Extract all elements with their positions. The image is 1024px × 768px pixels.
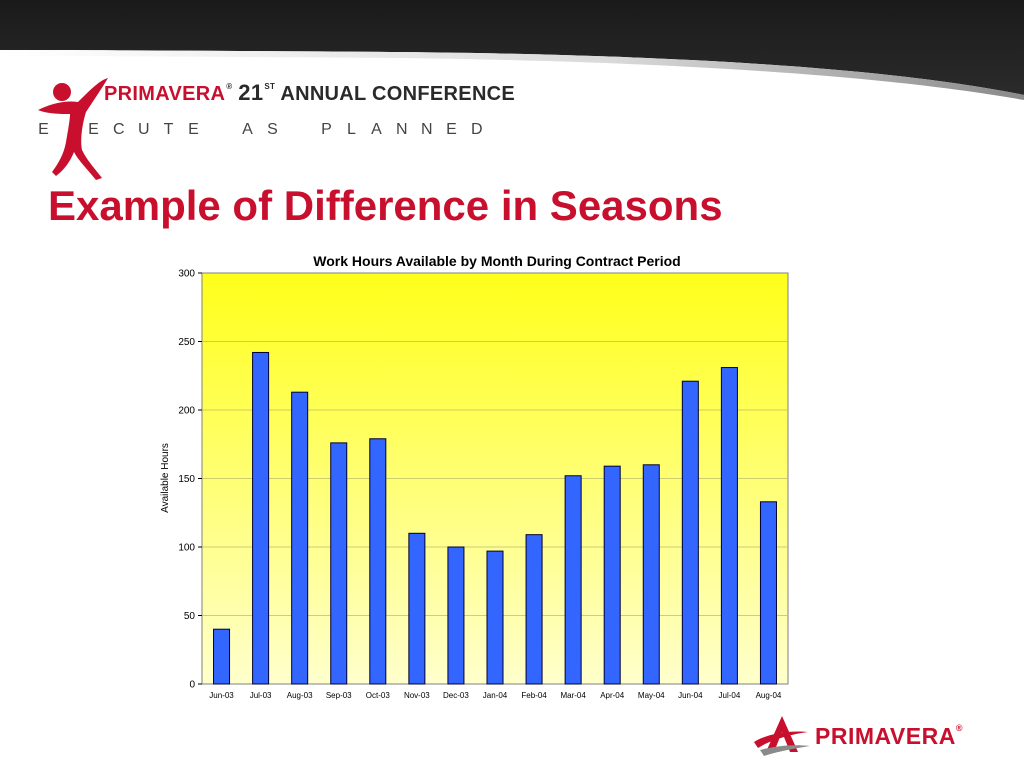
bar-jul-03 <box>252 351 270 685</box>
tagline-letter: E <box>38 121 50 138</box>
x-tick-label: Oct-03 <box>366 691 391 700</box>
tagline-letter: S <box>267 121 279 138</box>
bar-aug-04 <box>759 501 777 685</box>
bar-sep-03 <box>330 442 348 685</box>
edition-suffix: ST <box>264 82 276 91</box>
bar-aug-03 <box>291 391 309 685</box>
x-tick-label: Mar-04 <box>560 691 586 700</box>
bar-jul-04 <box>720 367 738 685</box>
tagline-letter: A <box>242 121 254 138</box>
y-tick-label: 0 <box>189 680 195 691</box>
tagline-letter: N <box>421 121 434 138</box>
y-tick-label: 100 <box>178 543 195 554</box>
edition-number: 21 <box>238 80 264 105</box>
conference-label: ANNUAL CONFERENCE <box>280 83 516 105</box>
tagline-letter: E <box>188 121 200 138</box>
tagline-letter: E <box>446 121 458 138</box>
bar-may-04 <box>642 464 660 685</box>
conference-title: PRIMAVERA® 21ST ANNUAL CONFERENCE <box>104 80 515 106</box>
x-tick-label: Jul-03 <box>250 691 272 700</box>
x-tick-label: Jun-03 <box>209 691 234 700</box>
x-tick-label: Apr-04 <box>600 691 625 700</box>
x-tick-label: Aug-04 <box>756 691 782 700</box>
chart-title: Work Hours Available by Month During Con… <box>313 253 680 269</box>
y-tick-label: 150 <box>178 474 195 485</box>
y-tick-label: 200 <box>178 406 195 417</box>
footer-registered-mark: ® <box>955 723 963 733</box>
x-tick-label: Jan-04 <box>483 691 508 700</box>
bar-dec-03 <box>447 546 465 685</box>
tagline-letter: N <box>396 121 409 138</box>
bar-mar-04 <box>564 475 582 685</box>
x-tick-label: Dec-03 <box>443 691 469 700</box>
x-tick-label: Aug-03 <box>287 691 313 700</box>
footer-logo-mark <box>754 716 810 756</box>
x-tick-label: Sep-03 <box>326 691 352 700</box>
x-tick-label: Jun-04 <box>678 691 703 700</box>
x-tick-label: May-04 <box>638 691 665 700</box>
y-tick-label: 300 <box>178 269 195 280</box>
bar-apr-04 <box>603 465 621 685</box>
x-tick-label: Nov-03 <box>404 691 430 700</box>
footer-logo-text: PRIMAVERA® <box>815 723 963 750</box>
bar-feb-04 <box>525 534 543 685</box>
header-band <box>0 0 1024 100</box>
x-tick-label: Feb-04 <box>521 691 547 700</box>
y-tick-label: 250 <box>178 337 195 348</box>
tagline-letter: P <box>321 121 333 138</box>
tagline-letter: L <box>347 121 357 138</box>
bar-oct-03 <box>369 438 387 685</box>
y-tick-labels: 0 50 100 150 200 250 300 <box>178 269 202 691</box>
registered-mark: ® <box>226 82 233 91</box>
tagline-letter: E <box>88 121 100 138</box>
y-axis-label: Available Hours <box>160 443 171 513</box>
tagline-letter: U <box>138 121 151 138</box>
tagline-letter: A <box>371 121 383 138</box>
bar-jan-04 <box>486 550 504 685</box>
conference-brand: PRIMAVERA <box>104 83 226 105</box>
x-tick-labels: Jun-03 Jul-03 Aug-03 Sep-03 Oct-03 Nov-03 Dec-… <box>209 691 782 700</box>
x-tick-label: Jul-04 <box>719 691 741 700</box>
bar-nov-03 <box>408 532 426 685</box>
bar-jun-04 <box>681 380 699 685</box>
slide-title: Example of Difference in Seasons <box>48 182 723 229</box>
y-tick-label: 50 <box>184 611 196 622</box>
footer-brand: PRIMAVERA <box>815 723 956 749</box>
bars <box>213 351 777 685</box>
conference-logo-figure <box>38 78 108 180</box>
tagline-letter: D <box>471 121 484 138</box>
bar-jun-03 <box>213 628 231 685</box>
tagline-letter: T <box>163 121 175 138</box>
tagline-letter: C <box>113 121 126 138</box>
